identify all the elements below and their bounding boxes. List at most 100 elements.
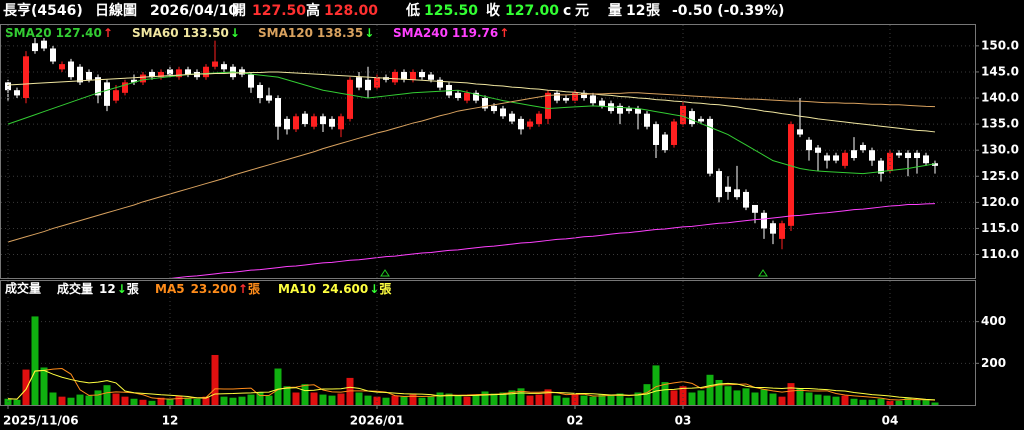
candle-body: [716, 171, 722, 198]
candle-body: [185, 69, 191, 75]
candle-body: [212, 61, 218, 67]
candle-body: [401, 71, 407, 80]
volume-bar: [616, 393, 624, 405]
volume-bar: [526, 395, 534, 405]
candle-body: [32, 43, 38, 52]
stock-name: 長亨(4546): [3, 2, 83, 19]
low-value: 125.50: [424, 3, 478, 19]
candle-body: [104, 82, 110, 106]
volume-bar: [238, 396, 246, 405]
legend-entry: SMA60 133.50↓: [132, 26, 240, 40]
volume-bar: [931, 402, 939, 405]
candle-body: [77, 66, 83, 83]
x-tick-label: 2026/01: [350, 414, 404, 428]
candle-body: [734, 189, 740, 198]
x-tick-label: 02: [567, 414, 584, 428]
legend-name: SMA60: [132, 26, 179, 40]
volume-bar: [715, 379, 723, 405]
x-tick-label: 04: [882, 414, 899, 428]
legend-entry: SMA120 138.35↓: [258, 26, 374, 40]
y-tick-label: 400: [981, 314, 1006, 328]
candle-body: [68, 61, 74, 78]
candle-body: [743, 191, 749, 208]
close-flag: c: [563, 3, 571, 19]
candle-body: [23, 56, 29, 99]
candle-body: [680, 105, 686, 125]
volume-bar: [76, 394, 84, 405]
candle-body: [779, 223, 785, 239]
volume-bar: [409, 394, 417, 405]
candle-body: [788, 124, 794, 226]
volume-bar: [67, 397, 75, 405]
candle-body: [95, 77, 101, 96]
y-tick-label: 140.0: [981, 91, 1019, 105]
legend-name: SMA20: [5, 26, 52, 40]
volume-bar: [886, 400, 894, 405]
volume-bar: [841, 395, 849, 405]
candle-body: [536, 113, 542, 125]
volume-bar: [751, 392, 759, 405]
volume-bar: [391, 395, 399, 405]
volume-bar: [148, 400, 156, 405]
volume-bars: [4, 316, 939, 405]
legend-unit: 張: [248, 282, 261, 296]
volume-unit: 張: [646, 3, 661, 19]
candle-body: [338, 116, 344, 130]
date: 2026/04/10: [150, 3, 238, 19]
volume-bar: [373, 396, 381, 405]
candle-body: [644, 113, 650, 127]
volume-bar: [22, 369, 30, 405]
price-panel-frame: [0, 24, 976, 279]
volume-bar: [481, 391, 489, 405]
volume-bar: [418, 397, 426, 405]
candle-body: [491, 105, 497, 112]
ma-line: [7, 92, 936, 243]
candle-body: [905, 152, 911, 159]
legend-name: 成交量: [57, 281, 93, 296]
volume-bar: [319, 394, 327, 405]
volume-bar: [211, 354, 219, 405]
legend-trend: ↑: [238, 282, 248, 296]
volume-bar: [598, 394, 606, 405]
volume-bar: [85, 395, 93, 405]
legend-value: 23.200: [191, 282, 237, 296]
candle-body: [725, 186, 731, 192]
volume-bar: [274, 368, 282, 405]
candle-body: [437, 79, 443, 88]
legend-entry: MA5 23.200↑張: [155, 282, 261, 296]
currency: 元: [575, 3, 589, 19]
volume-bar: [733, 390, 741, 405]
volume-bar: [904, 397, 912, 405]
y-tick-label: 200: [981, 356, 1006, 370]
candle-body: [554, 92, 560, 101]
candle-body: [914, 152, 920, 159]
volume-bar: [94, 390, 102, 405]
candle-body: [113, 90, 119, 101]
candle-body: [239, 69, 245, 75]
volume-bar: [823, 395, 831, 405]
legend-name: SMA120: [258, 26, 313, 40]
open-value: 127.50: [252, 3, 306, 19]
low-label: 低: [405, 2, 420, 19]
volume-bar: [121, 396, 129, 405]
candle-body: [347, 79, 353, 119]
volume-panel-frame: [0, 280, 976, 406]
volume-bar: [436, 392, 444, 405]
candle-body: [599, 100, 605, 106]
candle-body: [617, 105, 623, 114]
y-tick-label: 130.0: [981, 143, 1019, 157]
volume-bar: [184, 397, 192, 405]
candle-body: [392, 71, 398, 83]
volume-value: 12: [626, 3, 645, 19]
volume-bar: [301, 384, 309, 405]
candle-body: [419, 71, 425, 78]
volume-bar: [805, 392, 813, 405]
candle-body: [365, 79, 371, 91]
candle-body: [59, 64, 65, 70]
volume-bar: [859, 399, 867, 405]
volume-bar: [571, 394, 579, 405]
legend-trend: ↑: [103, 26, 113, 40]
candle-body: [500, 108, 506, 117]
volume-bar: [58, 396, 66, 405]
candle-body: [221, 64, 227, 70]
